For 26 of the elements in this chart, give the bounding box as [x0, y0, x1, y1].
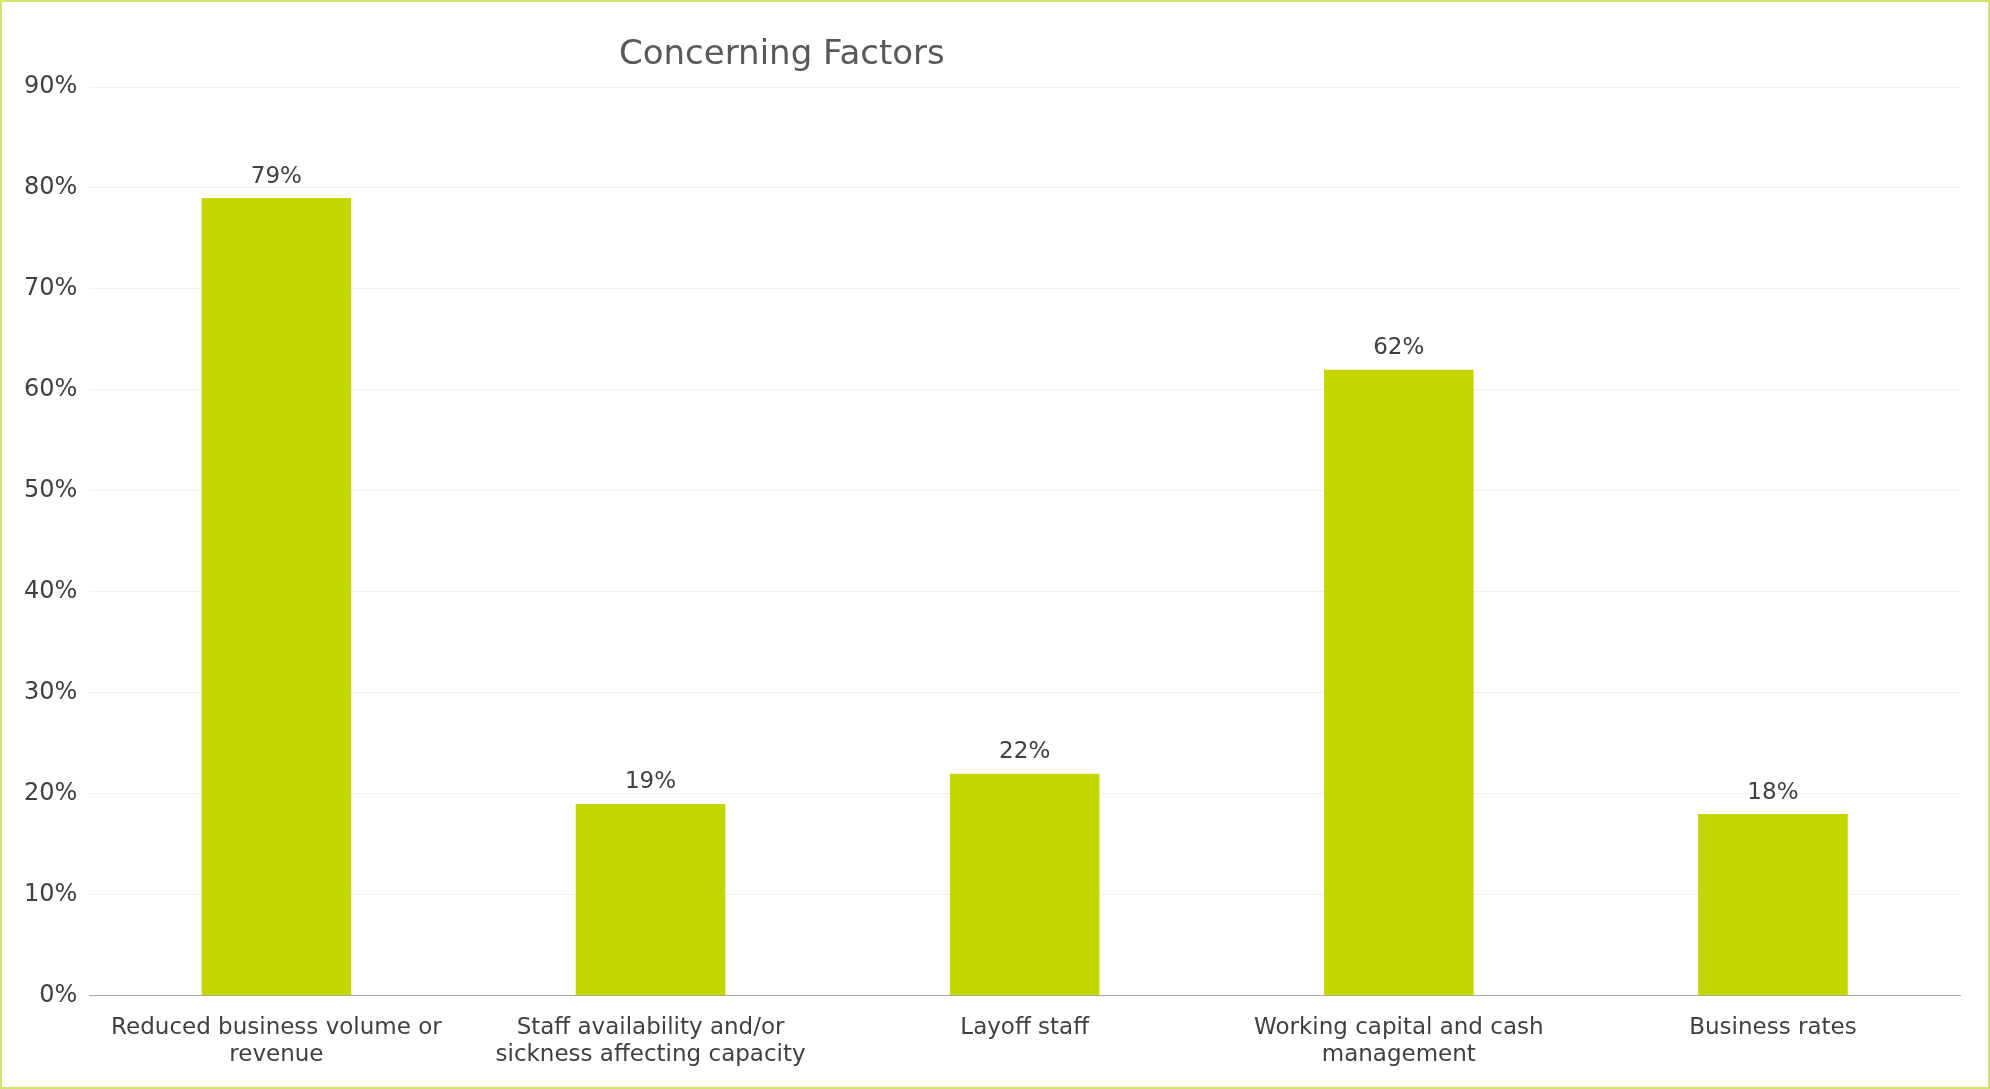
bar	[1698, 814, 1848, 996]
x-tick-label: Business rates	[1689, 1012, 1857, 1039]
y-tick-label: 10%	[24, 879, 78, 908]
data-label: 62%	[1373, 333, 1425, 360]
y-tick-label: 50%	[24, 475, 78, 504]
data-label: 22%	[999, 737, 1051, 764]
bar	[575, 803, 726, 996]
x-tick-label: Working capital and cash management	[1254, 1012, 1544, 1067]
y-tick-label: 90%	[24, 71, 78, 100]
y-tick-label: 40%	[24, 576, 78, 605]
bar	[949, 773, 1100, 996]
bar	[1323, 369, 1474, 996]
bar	[201, 198, 352, 996]
y-tick-label: 80%	[24, 172, 78, 201]
data-label: 19%	[624, 767, 677, 794]
x-tick-label: Staff availability and/or sickness affecting capacity	[495, 1012, 806, 1067]
y-tick-label: 60%	[24, 374, 78, 403]
chart-title: Concerning Factors	[619, 32, 945, 72]
data-label: 79%	[250, 161, 302, 188]
y-tick-label: 20%	[24, 778, 78, 807]
x-tick-label: Reduced business volume or revenue	[111, 1012, 443, 1067]
y-tick-label: 30%	[24, 677, 78, 706]
data-label: 18%	[1747, 777, 1799, 804]
x-tick-label: Layoff staff	[960, 1012, 1091, 1039]
y-tick-label: 70%	[24, 273, 78, 302]
y-tick-label: 0%	[39, 980, 78, 1009]
